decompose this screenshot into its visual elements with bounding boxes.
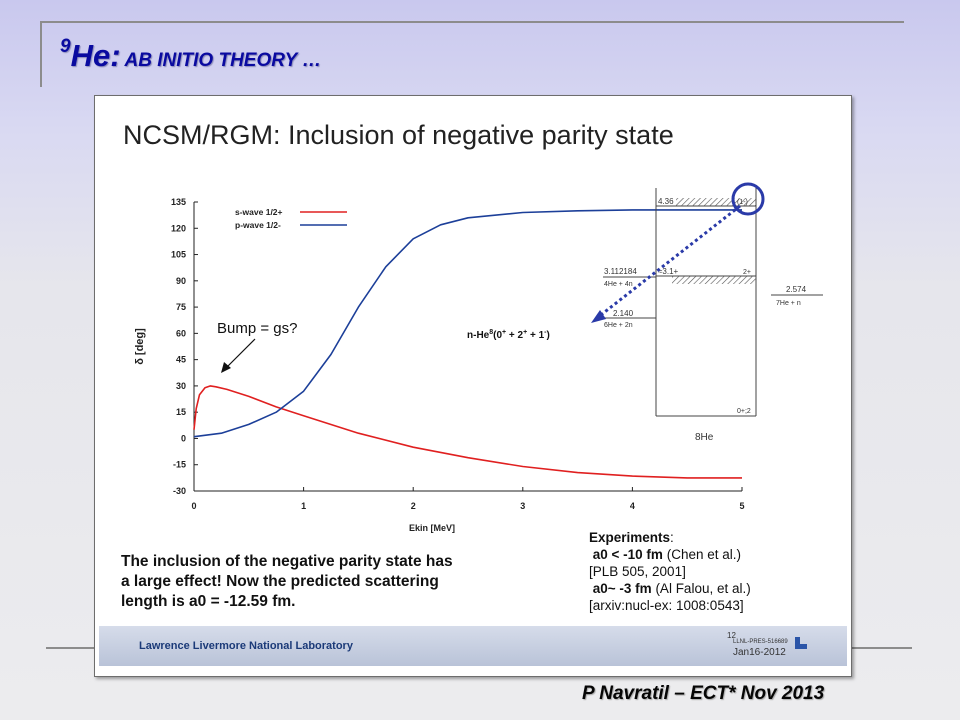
y-tick-label: -15 bbox=[173, 460, 186, 470]
slide-credit: P Navratil – ECT* Nov 2013 bbox=[582, 683, 825, 704]
level-label-1minus: (1-) bbox=[737, 199, 748, 206]
bottom-rule-right bbox=[852, 647, 912, 649]
footer-code: LLNL-PRES-516689 bbox=[733, 639, 788, 645]
threshold-7hen: 7He + n bbox=[776, 300, 801, 307]
x-tick-label: 5 bbox=[739, 501, 744, 511]
x-tick-label: 2 bbox=[411, 501, 416, 511]
footer-date: Jan16-2012 bbox=[733, 647, 786, 658]
exp-ref-1: [PLB 505, 2001] bbox=[589, 564, 686, 579]
level-energy-2574: 2.574 bbox=[786, 285, 807, 294]
threshold-6he2n: 6He + 2n bbox=[604, 322, 633, 329]
exp-source-2: (Al Falou, et al.) bbox=[655, 581, 751, 596]
llnl-logo-icon bbox=[795, 637, 807, 649]
bottom-rule-left bbox=[46, 647, 94, 649]
title-rest: AB INITIO THEORY … bbox=[124, 50, 322, 71]
dotted-arrow-head bbox=[591, 310, 606, 323]
series-line-2 bbox=[193, 209, 742, 438]
exp-source-1: (Chen et al.) bbox=[666, 547, 741, 562]
x-axis-label: Ekin [MeV] bbox=[409, 523, 455, 533]
nucleus-label: 8He bbox=[695, 432, 714, 443]
x-tick-label: 4 bbox=[630, 501, 635, 511]
slide-title: 9He: AB INITIO THEORY … bbox=[60, 36, 322, 74]
bump-arrow-head bbox=[221, 362, 231, 373]
level-label-2plus: 2+ bbox=[743, 269, 751, 276]
conclusion-text: The inclusion of the negative parity sta… bbox=[121, 552, 551, 612]
footer-lab-name: Lawrence Livermore National Laboratory bbox=[139, 640, 353, 652]
highlight-circle bbox=[731, 182, 765, 216]
exp-value-1: a0 < -10 fm bbox=[592, 547, 663, 562]
title-main: He: bbox=[70, 38, 121, 73]
legend-label-1: s-wave 1/2+ bbox=[235, 207, 283, 217]
experiments-box: Experiments: a0 < -10 fm (Chen et al.) [… bbox=[589, 529, 839, 614]
conclusion-line-1: The inclusion of the negative parity sta… bbox=[121, 553, 453, 570]
series-line-1 bbox=[193, 385, 742, 479]
y-tick-label: 15 bbox=[176, 407, 186, 417]
y-tick-label: 30 bbox=[176, 381, 186, 391]
dotted-arrow-line bbox=[596, 204, 741, 320]
legend-label-2: p-wave 1/2- bbox=[235, 220, 281, 230]
level-hatch-436 bbox=[676, 198, 756, 206]
level-scheme: 4.36 (1-) 3.112184 ≈3.1+ 2+ 4He + 4n 2.1… bbox=[591, 182, 823, 443]
conclusion-line-3: length is a0 = -12.59 fm. bbox=[121, 593, 296, 610]
footer-page-number: 12 bbox=[727, 631, 736, 640]
exp-ref-2: [arxiv:nucl-ex: 1008:0543] bbox=[589, 598, 744, 613]
x-tick-label: 0 bbox=[191, 501, 196, 511]
y-axis-label: δ [deg] bbox=[134, 328, 146, 365]
embedded-slide-panel: NCSM/RGM: Inclusion of negative parity s… bbox=[94, 95, 852, 677]
y-tick-label: 60 bbox=[176, 328, 186, 338]
y-tick-label: 0 bbox=[181, 433, 186, 443]
bump-annotation: Bump = gs? bbox=[217, 320, 297, 337]
y-tick-label: 135 bbox=[171, 197, 186, 207]
level-label-ground: 0+;2 bbox=[737, 408, 751, 415]
y-tick-label: 90 bbox=[176, 276, 186, 286]
panel-heading: NCSM/RGM: Inclusion of negative parity s… bbox=[123, 120, 674, 150]
y-tick-label: 120 bbox=[171, 223, 186, 233]
x-tick-label: 3 bbox=[520, 501, 525, 511]
level-label-31: ≈3.1+ bbox=[658, 267, 679, 276]
threshold-4he4n: 4He + 4n bbox=[604, 281, 633, 288]
level-energy-3112: 3.112184 bbox=[604, 267, 637, 276]
y-tick-label: -30 bbox=[173, 486, 186, 496]
exp-value-2: a0~ -3 fm bbox=[592, 581, 652, 596]
conclusion-line-2: a large effect! Now the predicted scatte… bbox=[121, 573, 439, 590]
channel-label: n-He8(0+ + 2+ + 1-) bbox=[467, 329, 550, 341]
title-superscript: 9 bbox=[60, 36, 71, 57]
y-tick-label: 45 bbox=[176, 355, 186, 365]
experiments-heading: Experiments bbox=[589, 530, 671, 545]
bump-arrow-line bbox=[225, 338, 256, 369]
level-energy-436: 4.36 bbox=[658, 197, 674, 206]
top-rule bbox=[40, 21, 904, 23]
left-rule bbox=[40, 21, 42, 87]
y-tick-label: 75 bbox=[176, 302, 186, 312]
y-tick-label: 105 bbox=[171, 250, 186, 260]
x-tick-label: 1 bbox=[301, 501, 306, 511]
level-energy-2140: 2.140 bbox=[613, 309, 634, 318]
footer-bar: Lawrence Livermore National Laboratory 1… bbox=[99, 626, 847, 666]
level-hatch-31 bbox=[672, 276, 756, 284]
